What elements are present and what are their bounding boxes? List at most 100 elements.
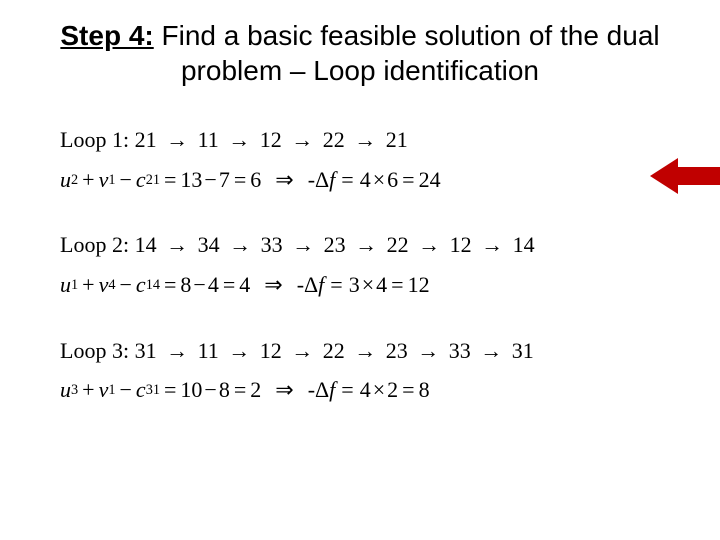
path-node: 12 — [450, 232, 472, 257]
times-sign: × — [371, 375, 387, 405]
path-node: 14 — [513, 232, 535, 257]
slide-body: Loop 1: 21 → 11 → 12 → 22 → 21 u2 + v1 −… — [60, 125, 680, 441]
path-arrow-icon: → — [162, 125, 192, 155]
path-arrow-icon: → — [288, 230, 318, 260]
var-c: c — [136, 375, 146, 405]
path-node: 31 — [135, 338, 157, 363]
plus-sign: + — [78, 375, 98, 405]
path-node: 22 — [323, 127, 345, 152]
title-rest: Find a basic feasible solution of the du… — [154, 20, 660, 86]
var-u: u — [60, 375, 71, 405]
arrow-shaft — [676, 167, 720, 185]
neg-delta-f: -Δ — [308, 165, 329, 195]
num-result: 6 — [250, 165, 261, 195]
times-sign: × — [360, 270, 376, 300]
equals-sign: = — [160, 375, 180, 405]
df-b: 6 — [387, 165, 398, 195]
equals-sign: = — [335, 375, 359, 405]
path-node: 33 — [449, 338, 471, 363]
path-arrow-icon: → — [162, 230, 192, 260]
arrow-head — [650, 158, 678, 194]
equals-sign: = — [398, 165, 418, 195]
path-node: 12 — [260, 127, 282, 152]
loop-equation-line: u3 + v1 − c31 = 10 − 8 = 2 ⇒ -Δf = 4 × 2… — [60, 375, 680, 405]
path-node: 21 — [135, 127, 157, 152]
implies-icon: ⇒ — [261, 165, 307, 195]
minus-sign: − — [202, 375, 218, 405]
var-c: c — [136, 270, 146, 300]
path-node: 34 — [198, 232, 220, 257]
df-b: 4 — [376, 270, 387, 300]
plus-sign: + — [78, 270, 98, 300]
loop-block-1: Loop 1: 21 → 11 → 12 → 22 → 21 u2 + v1 −… — [60, 125, 680, 194]
neg-delta-f: -Δ — [308, 375, 329, 405]
var-v: v — [99, 165, 109, 195]
num-a: 8 — [180, 270, 191, 300]
equals-sign: = — [398, 375, 418, 405]
implies-icon: ⇒ — [261, 375, 307, 405]
neg-delta-f: -Δ — [297, 270, 318, 300]
step-label: Step 4: — [60, 20, 153, 51]
implies-icon: ⇒ — [250, 270, 296, 300]
path-node: 22 — [323, 338, 345, 363]
equals-sign: = — [230, 165, 250, 195]
df-result: 8 — [419, 375, 430, 405]
num-b: 7 — [219, 165, 230, 195]
num-result: 4 — [239, 270, 250, 300]
plus-sign: + — [78, 165, 98, 195]
path-arrow-icon: → — [287, 125, 317, 155]
var-v: v — [99, 375, 109, 405]
num-a: 13 — [180, 165, 202, 195]
highlight-arrow-icon — [650, 158, 720, 194]
equals-sign: = — [335, 165, 359, 195]
var-u: u — [60, 165, 71, 195]
df-b: 2 — [387, 375, 398, 405]
var-u: u — [60, 270, 71, 300]
path-node: 11 — [198, 338, 219, 363]
loop-label: Loop 2: — [60, 232, 129, 257]
loop-label: Loop 3: — [60, 338, 129, 363]
path-arrow-icon: → — [351, 230, 381, 260]
minus-sign: − — [191, 270, 207, 300]
df-result: 12 — [408, 270, 430, 300]
path-arrow-icon: → — [414, 230, 444, 260]
path-arrow-icon: → — [224, 125, 254, 155]
df-a: 4 — [360, 165, 371, 195]
equals-sign: = — [387, 270, 407, 300]
path-node: 23 — [386, 338, 408, 363]
path-arrow-icon: → — [224, 336, 254, 366]
path-arrow-icon: → — [162, 336, 192, 366]
times-sign: × — [371, 165, 387, 195]
path-node: 11 — [198, 127, 219, 152]
num-b: 8 — [219, 375, 230, 405]
loop-path-line: Loop 1: 21 → 11 → 12 → 22 → 21 — [60, 125, 680, 155]
loop-block-2: Loop 2: 14 → 34 → 33 → 23 → 22 → 12 → 14… — [60, 230, 680, 299]
df-a: 3 — [349, 270, 360, 300]
path-node: 12 — [260, 338, 282, 363]
equals-sign: = — [160, 270, 180, 300]
minus-sign: − — [202, 165, 218, 195]
loop-equation-line: u2 + v1 − c21 = 13 − 7 = 6 ⇒ -Δf = 4 × 6… — [60, 165, 680, 195]
minus-sign: − — [116, 270, 136, 300]
path-node: 14 — [135, 232, 157, 257]
path-arrow-icon: → — [476, 336, 506, 366]
equals-sign: = — [219, 270, 239, 300]
equals-sign: = — [324, 270, 348, 300]
path-arrow-icon: → — [477, 230, 507, 260]
path-node: 23 — [324, 232, 346, 257]
loop-block-3: Loop 3: 31 → 11 → 12 → 22 → 23 → 33 → 31… — [60, 336, 680, 405]
minus-sign: − — [116, 165, 136, 195]
loop-equation-line: u1 + v4 − c14 = 8 − 4 = 4 ⇒ -Δf = 3 × 4 … — [60, 270, 680, 300]
path-node: 21 — [386, 127, 408, 152]
num-a: 10 — [180, 375, 202, 405]
var-c: c — [136, 165, 146, 195]
path-arrow-icon: → — [413, 336, 443, 366]
path-node: 31 — [512, 338, 534, 363]
df-result: 24 — [419, 165, 441, 195]
loop-label: Loop 1: — [60, 127, 129, 152]
minus-sign: − — [116, 375, 136, 405]
var-v: v — [99, 270, 109, 300]
df-a: 4 — [360, 375, 371, 405]
path-arrow-icon: → — [287, 336, 317, 366]
path-arrow-icon: → — [350, 125, 380, 155]
